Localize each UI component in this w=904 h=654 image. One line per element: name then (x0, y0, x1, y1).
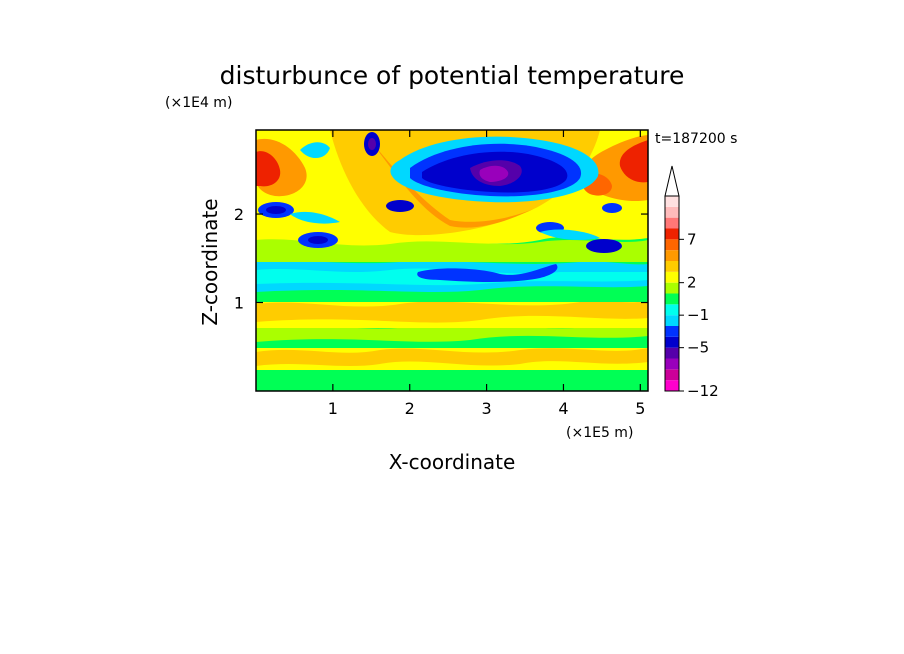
y-tick-label: 1 (234, 294, 244, 313)
cold-blob-center-left (386, 200, 414, 212)
colorbar-extend-arrow (664, 165, 680, 197)
colorbar-label: 7 (687, 230, 697, 248)
chart-title: disturbunce of potential temperature (220, 61, 685, 90)
x-tick-label: 3 (481, 399, 491, 418)
colorbar-swatch (665, 239, 679, 251)
colorbar-swatch (665, 304, 679, 316)
colorbar-swatch (665, 358, 679, 370)
colorbar-swatch (665, 271, 679, 283)
cold-blob-right (586, 239, 622, 253)
y-axis-label: Z-coordinate (198, 198, 222, 325)
x-tick-label: 2 (405, 399, 415, 418)
colorbar-label: 2 (687, 274, 697, 292)
colorbar-swatch (665, 261, 679, 272)
colorbar-label: −1 (687, 306, 709, 324)
colorbar-swatch (665, 347, 679, 359)
x-tick-label: 5 (635, 399, 645, 418)
colorbar-swatch (665, 217, 679, 229)
colorbar-swatch (665, 380, 679, 391)
cold-blob-right-upper (602, 203, 622, 213)
colorbar-swatch (665, 326, 679, 337)
cold-band-center (417, 264, 558, 282)
cold-blob-left-core (266, 206, 286, 214)
y-multiplier-label: (×1E4 m) (165, 95, 232, 111)
colorbar-swatch (665, 336, 679, 348)
hot-patch-left (256, 151, 281, 187)
cold-streak-right (540, 229, 600, 240)
cold-blob-left-mid-core (308, 236, 328, 244)
cold-core-deepest (479, 165, 509, 182)
colorbar-swatch (665, 206, 679, 218)
colorbar-swatch (665, 315, 679, 326)
hot-patch-right (619, 140, 648, 183)
colorbar-label: −12 (687, 382, 719, 400)
cold-streak-top (300, 142, 330, 159)
colorbar-swatch (665, 369, 679, 381)
x-axis-label: X-coordinate (389, 450, 516, 474)
colorbar-label: −5 (687, 339, 709, 357)
time-label: t=187200 s (655, 131, 737, 147)
colorbar-swatch (665, 293, 679, 305)
band-surface-green (256, 368, 648, 391)
colorbar-swatch (665, 196, 679, 207)
cold-blob-left-upper-mid (368, 138, 376, 150)
colorbar: −12−5−127 (664, 165, 719, 400)
x-tick-label: 4 (558, 399, 568, 418)
band-lower-green (256, 323, 648, 342)
y-axis: 12 (234, 205, 648, 313)
band-mid-orange (256, 300, 648, 323)
plot-frame (255, 129, 649, 392)
cold-streak-left (290, 211, 340, 224)
contour-field (256, 130, 648, 391)
colorbar-swatch (665, 228, 679, 240)
band-lower-orange (256, 348, 648, 366)
x-multiplier-label: (×1E5 m) (566, 425, 633, 441)
colorbar-swatch (665, 282, 679, 294)
colorbar-swatch (665, 250, 679, 261)
y-tick-label: 2 (234, 205, 244, 224)
x-tick-label: 1 (328, 399, 338, 418)
x-axis: 1 2 3 4 5 (328, 130, 645, 418)
